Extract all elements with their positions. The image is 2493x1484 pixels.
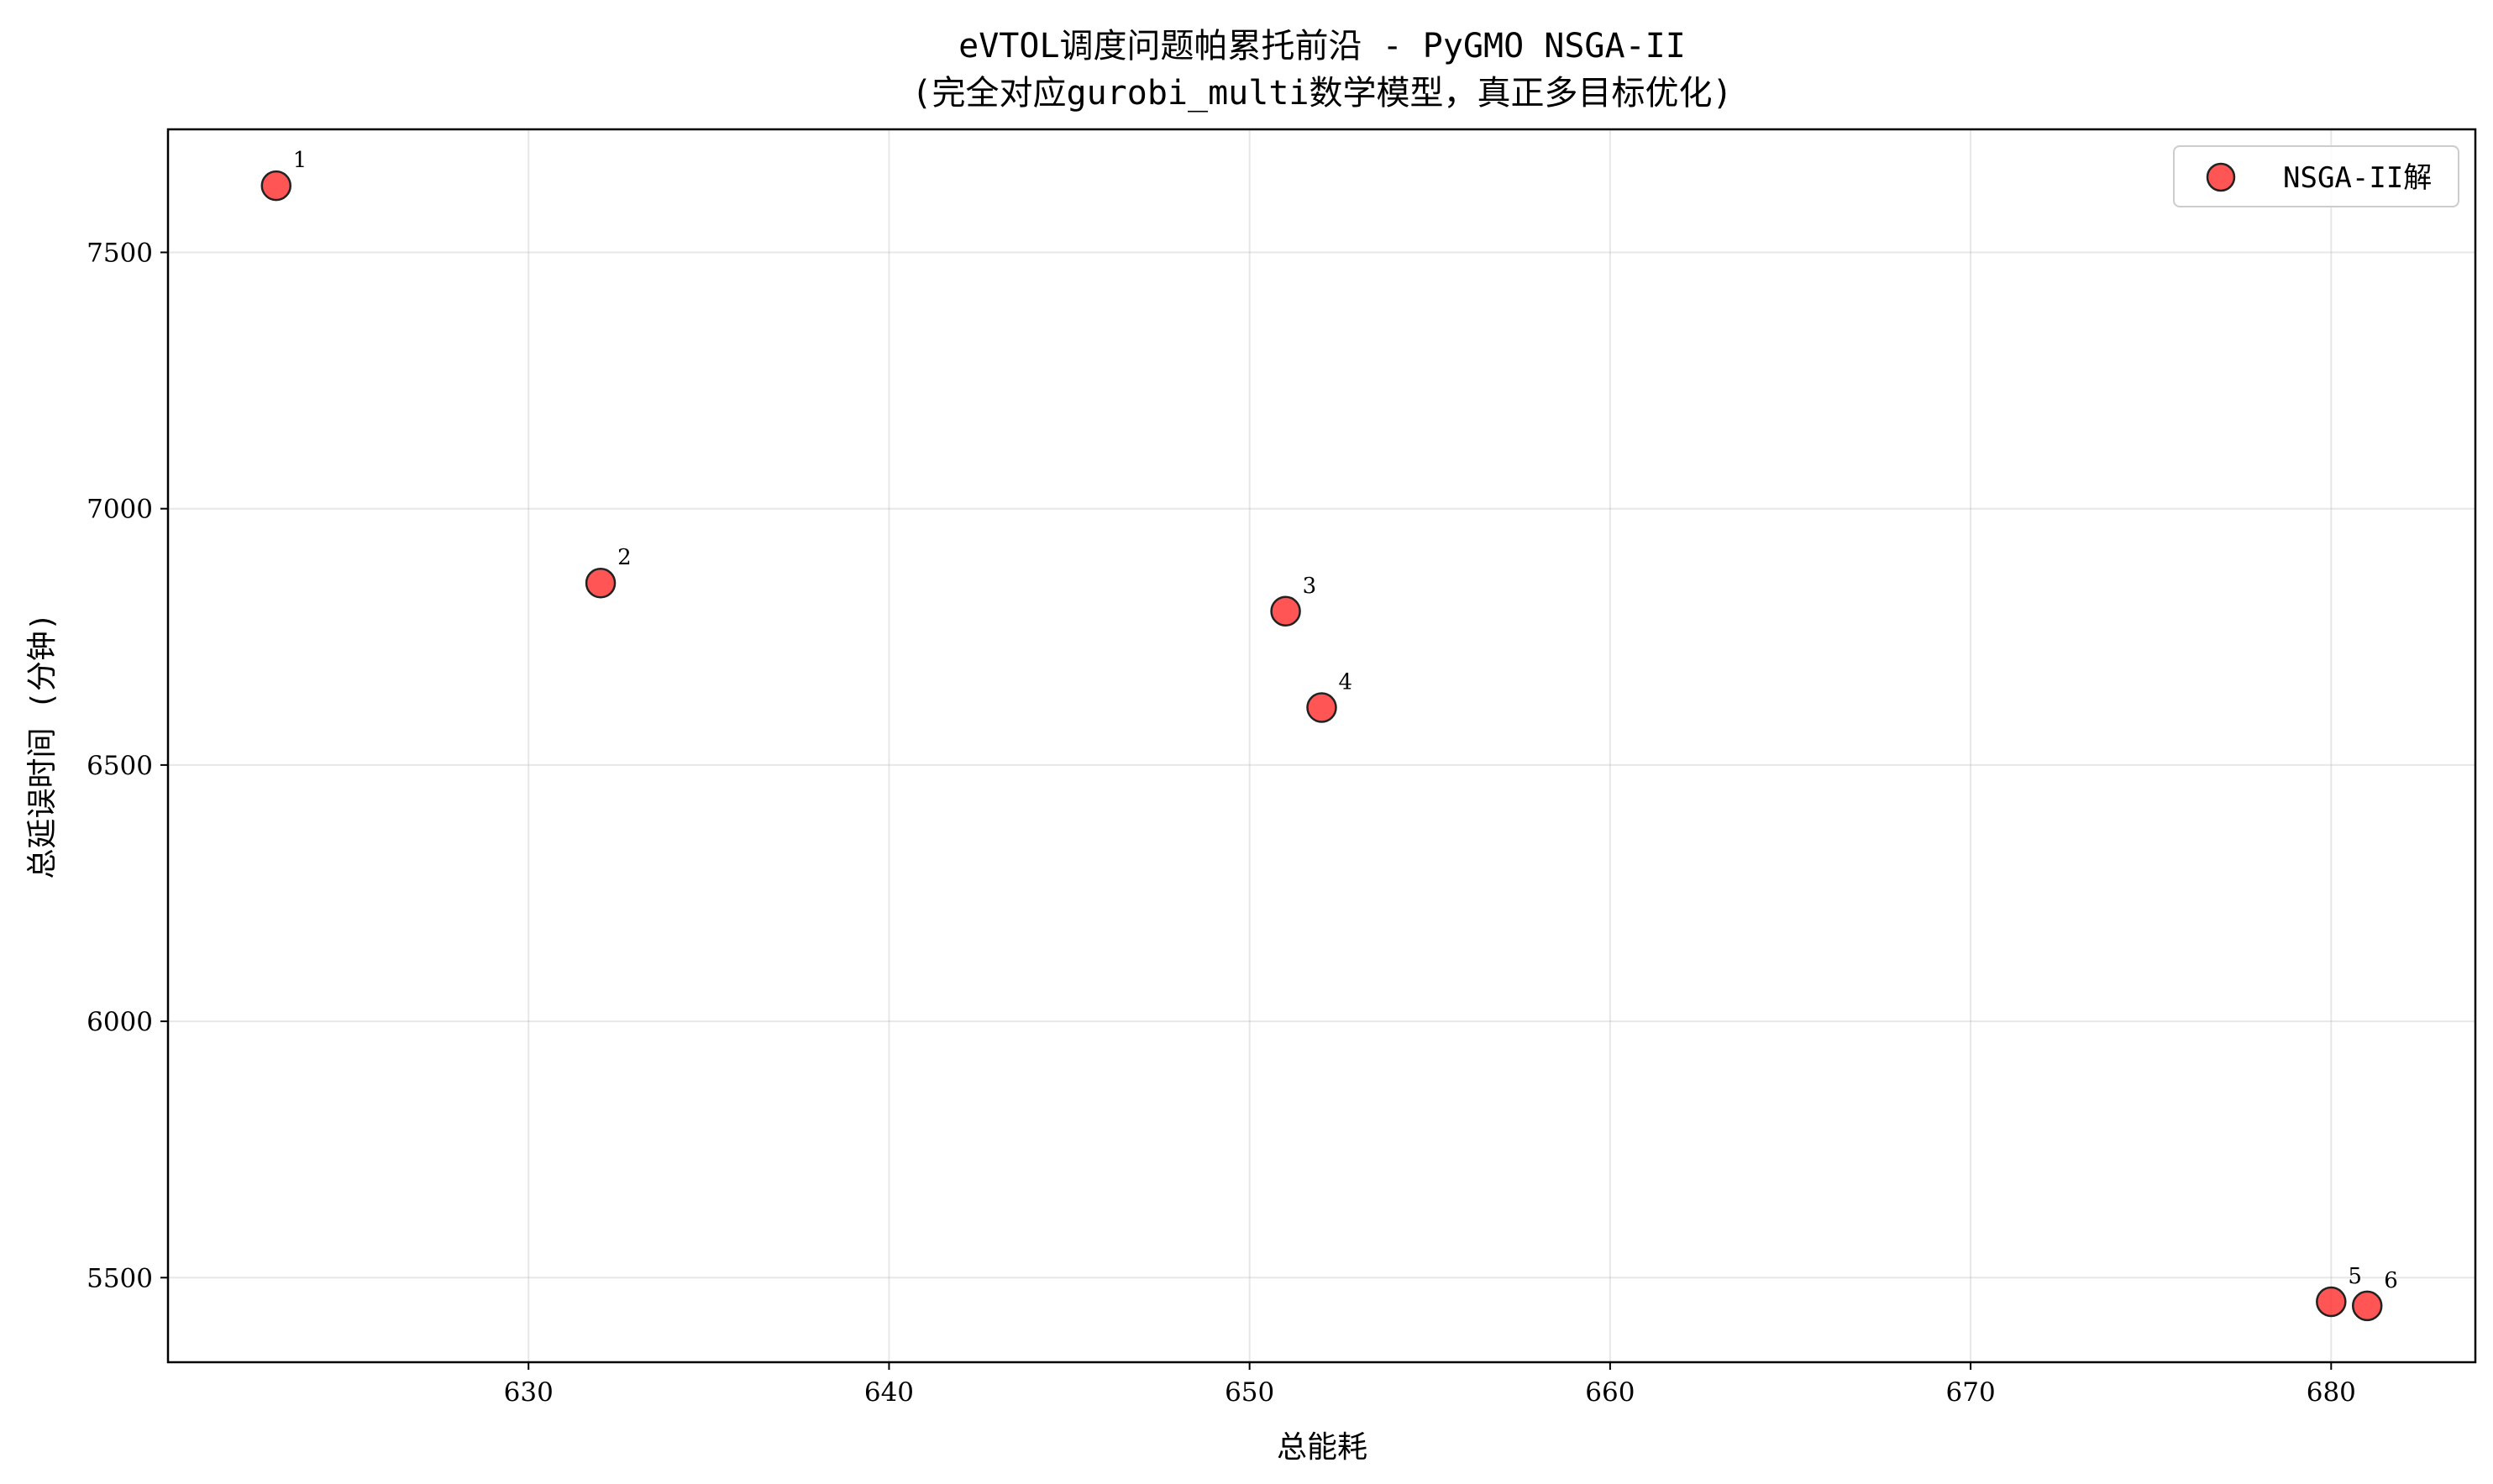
axis-ticks: 630 640 650 660 670 680 5500 6000 6500 7000 7500 bbox=[87, 238, 2356, 1408]
data-point bbox=[2316, 1286, 2347, 1318]
data-point bbox=[1270, 595, 1301, 627]
x-tick-label: 640 bbox=[864, 1377, 914, 1408]
y-tick-label: 6000 bbox=[87, 1007, 153, 1037]
data-points: 1 2 3 4 5 6 bbox=[260, 148, 2398, 1322]
grid-lines bbox=[168, 129, 2475, 1362]
legend: NSGA-II解 bbox=[2173, 145, 2459, 207]
x-tick-label: 630 bbox=[504, 1377, 554, 1408]
y-tick-label: 7000 bbox=[87, 495, 153, 525]
legend-box bbox=[2173, 145, 2459, 207]
legend-label: NSGA-II解 bbox=[2283, 161, 2432, 195]
y-tick-label: 6500 bbox=[87, 751, 153, 781]
data-point bbox=[2351, 1290, 2383, 1322]
x-tick-label: 660 bbox=[1585, 1377, 1635, 1408]
data-point-label: 6 bbox=[2384, 1268, 2398, 1293]
x-tick-label: 670 bbox=[1946, 1377, 1996, 1408]
data-point-label: 4 bbox=[1339, 670, 1353, 695]
x-tick-label: 650 bbox=[1225, 1377, 1274, 1408]
data-point-label: 3 bbox=[1303, 574, 1317, 599]
data-point bbox=[1306, 692, 1337, 723]
chart-title: eVTOL调度问题帕累托前沿 - PyGMO NSGA-II bbox=[958, 27, 1686, 66]
chart-subtitle: (完全对应gurobi_multi数学模型，真正多目标优化) bbox=[911, 74, 1732, 113]
legend-marker bbox=[2206, 162, 2236, 192]
data-point bbox=[260, 170, 292, 202]
y-tick-label: 7500 bbox=[87, 238, 153, 268]
y-axis-label: 总延误时间 (分钟) bbox=[25, 612, 60, 878]
x-axis-label: 总能耗 bbox=[1277, 1430, 1367, 1465]
data-point bbox=[585, 567, 617, 599]
data-point-label: 1 bbox=[293, 148, 307, 173]
data-point-label: 5 bbox=[2348, 1264, 2362, 1289]
y-tick-label: 5500 bbox=[87, 1263, 153, 1293]
x-tick-label: 680 bbox=[2307, 1377, 2356, 1408]
plot-frame bbox=[166, 128, 2477, 1364]
data-point-label: 2 bbox=[617, 545, 632, 570]
